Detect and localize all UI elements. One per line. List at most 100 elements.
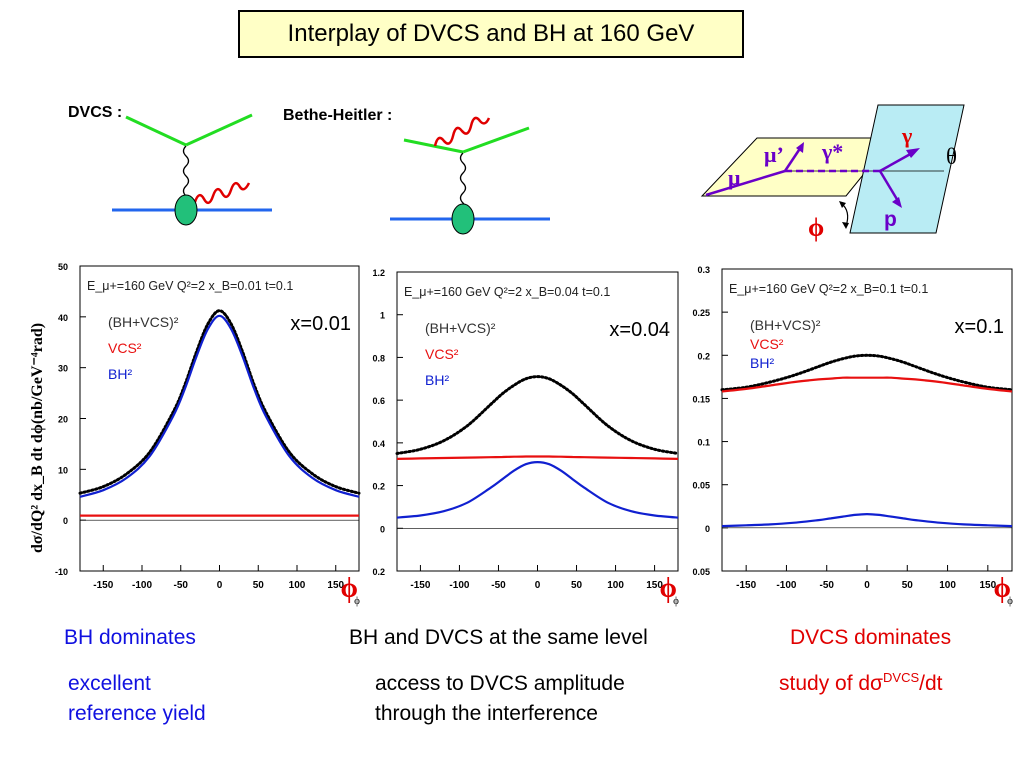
- x-axis-symbol: ϕ: [1007, 595, 1013, 607]
- x-tick-label: -100: [132, 580, 152, 591]
- muon-arrowhead: [796, 142, 804, 153]
- x-tick-label: 100: [939, 580, 956, 591]
- note-left-line2: reference yield: [68, 702, 206, 725]
- x-axis-symbol: ϕ: [673, 595, 679, 607]
- bh-diagram-label: Bethe-Heitler :: [283, 107, 393, 124]
- photon-arrowhead: [906, 148, 920, 158]
- series-total-curve: [395, 375, 680, 455]
- y-tick-label: 0.05: [692, 481, 710, 491]
- y-tick-label: 40: [58, 313, 68, 323]
- legend-vcs: VCS²: [108, 340, 142, 356]
- y-tick-label: 0.25: [692, 308, 710, 318]
- x-tick-label: 150: [327, 580, 344, 591]
- series-bh-curve: [79, 314, 360, 498]
- bh-virtual-photon: [459, 152, 467, 214]
- x-tick-label: 100: [289, 580, 306, 591]
- x-axis-symbol: ϕ: [354, 595, 360, 607]
- y-tick-label: 0.2: [697, 351, 710, 361]
- x-tick-label: -50: [491, 580, 506, 591]
- legend-vcs: VCS²: [425, 346, 459, 362]
- x-tick-label: -100: [449, 580, 469, 591]
- kinematics-text: E_μ+=160 GeV Q²=2 x_B=0.1 t=0.1: [729, 282, 928, 296]
- y-tick-label: 0: [380, 524, 385, 534]
- y-tick-label: 0.4: [372, 439, 385, 449]
- chart-x004: 0.2 0 0.2 0.4 0.6 0.8 1 1.2 -150 -100 -50 0 50 100 150…: [372, 268, 680, 607]
- series-vcs-curve: [721, 376, 1013, 393]
- plot-frame: [721, 268, 1013, 572]
- muon-outgoing: [783, 146, 803, 172]
- y-tick-label: 0.3: [697, 265, 710, 275]
- legend-total: (BH+VCS)²: [108, 314, 179, 330]
- bh-incoming-lepton: [403, 138, 464, 154]
- bh-proton-blob: [451, 203, 475, 235]
- y-tick-label: 0: [63, 516, 68, 526]
- legend-bh: BH²: [750, 355, 774, 371]
- phi-arc-head-bottom: [842, 222, 849, 229]
- note-right-heading: DVCS dominates: [790, 626, 952, 649]
- proton-arrowhead: [892, 197, 902, 208]
- y-tick-label: 30: [58, 364, 68, 374]
- diagrams-layer: μ μ’ γ* γ θ p ϕ: [112, 104, 965, 242]
- kinematics-text: E_μ+=160 GeV Q²=2 x_B=0.04 t=0.1: [404, 285, 610, 299]
- x-tick-label: 150: [646, 580, 663, 591]
- y-tick-label: -10: [55, 567, 68, 577]
- bh-real-photon: [433, 116, 491, 147]
- x-tick-label: -50: [819, 580, 834, 591]
- dvcs-outgoing-lepton: [185, 113, 253, 147]
- photon-out-line: [879, 150, 915, 173]
- series-bh-curve: [721, 512, 1013, 528]
- dvcs-diagram-label: DVCS :: [68, 104, 123, 121]
- legend-bh: BH²: [108, 366, 132, 382]
- note-right-prefix: study of dσ: [779, 672, 884, 695]
- mu-label: μ: [728, 165, 741, 190]
- bh-outgoing-lepton: [462, 126, 530, 154]
- kinematics-sketch: μ μ’ γ* γ θ p ϕ: [700, 104, 965, 242]
- phi-arc-head-top: [839, 201, 846, 208]
- y-tick-label: 1: [380, 311, 385, 321]
- note-right-suffix: /dt: [919, 672, 943, 695]
- note-right-superscript: DVCS: [883, 670, 920, 685]
- x-tick-label: -100: [776, 580, 796, 591]
- y-tick-label: 0.05: [692, 567, 710, 577]
- hadron-plane: [849, 104, 965, 234]
- note-mid-heading: BH and DVCS at the same level: [349, 626, 648, 649]
- gamma-star-label: γ*: [821, 139, 843, 164]
- note-left-line1: excellent: [68, 672, 151, 695]
- y-tick-label: 0.1: [697, 438, 710, 448]
- y-axis-label: dσ/dQ² dx_B dt dϕ(nb/GeV⁻⁴rad): [29, 323, 46, 553]
- y-tick-label: 1.2: [372, 268, 385, 278]
- muon-incoming: [705, 169, 786, 197]
- x-tick-label: 0: [535, 580, 541, 591]
- bh-diagram: [390, 116, 550, 235]
- y-tick-label: 0.2: [372, 567, 385, 577]
- legend-total: (BH+VCS)²: [750, 317, 821, 333]
- y-tick-label: 0: [705, 524, 710, 534]
- x-axis-label: ϕ: [660, 573, 677, 604]
- x-tick-label: 100: [607, 580, 624, 591]
- dvcs-diagram: [112, 113, 272, 226]
- kinematics-text: E_μ+=160 GeV Q²=2 x_B=0.01 t=0.1: [87, 279, 293, 293]
- x-axis-label: ϕ: [994, 573, 1011, 604]
- series-total-curve: [78, 309, 361, 495]
- series-total-curve: [720, 353, 1014, 392]
- x-tick-label: -150: [93, 580, 113, 591]
- y-tick-label: 20: [58, 415, 68, 425]
- x-tick-label: 50: [571, 580, 583, 591]
- phi-label: ϕ: [808, 213, 824, 242]
- y-tick-label: 0.2: [372, 482, 385, 492]
- legend-vcs: VCS²: [750, 336, 784, 352]
- proton-out-line: [878, 170, 900, 202]
- panel-label: x=0.04: [609, 319, 670, 341]
- x-tick-label: -150: [410, 580, 430, 591]
- note-mid-line1: access to DVCS amplitude: [375, 672, 625, 695]
- theta-label: θ: [946, 144, 957, 169]
- y-tick-label: 10: [58, 465, 68, 475]
- series-vcs-curve: [396, 455, 679, 460]
- plot-frame: [396, 271, 679, 572]
- legend-bh: BH²: [425, 372, 449, 388]
- legend-total: (BH+VCS)²: [425, 320, 496, 336]
- x-tick-label: 150: [979, 580, 996, 591]
- dvcs-incoming-lepton: [125, 115, 187, 147]
